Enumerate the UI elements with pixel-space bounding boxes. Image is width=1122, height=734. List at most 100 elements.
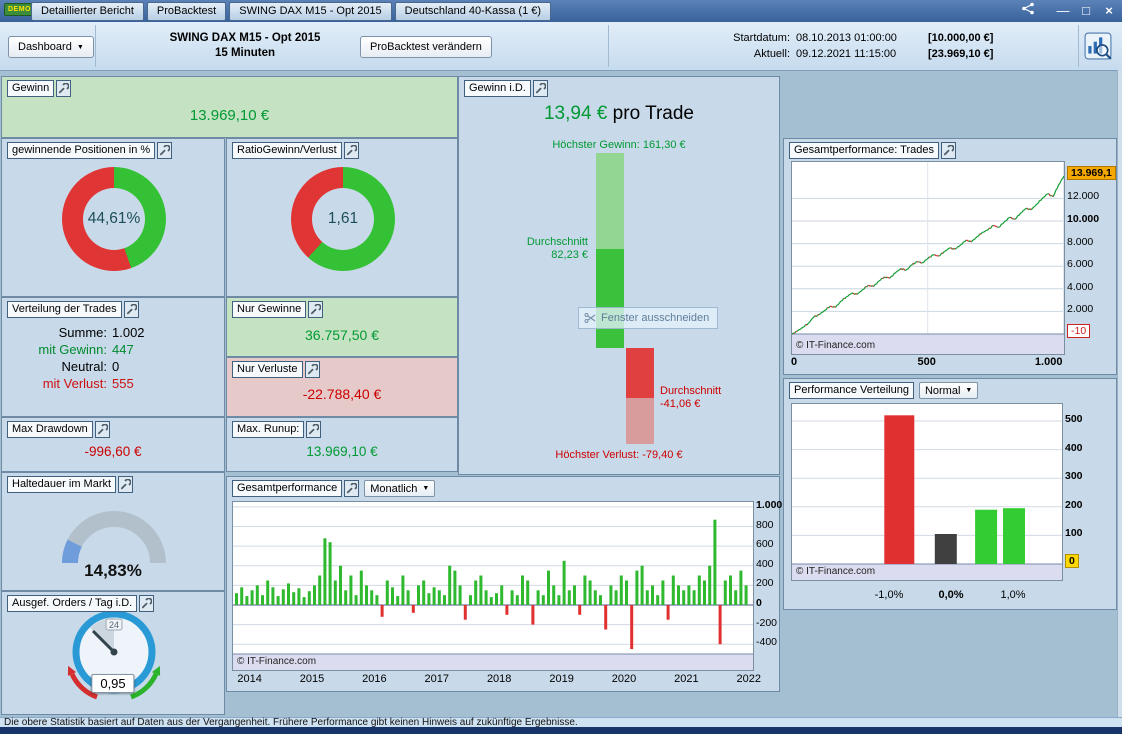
y-axis-label: 400 [1065, 441, 1083, 454]
minimize-button[interactable]: — [1056, 3, 1070, 18]
panel-nur-verluste: Nur Verluste -22.788,40 € [226, 357, 458, 417]
trade-stat-label: mit Verlust: [42, 376, 107, 391]
gewinn-per-trade-suffix: pro Trade [607, 103, 694, 124]
winning-positions-value: 44,61% [83, 188, 145, 250]
panel-gewinn: Gewinn 13.969,10 € [1, 76, 458, 138]
wrench-icon[interactable] [532, 80, 548, 97]
year-label: 2021 [674, 673, 699, 685]
y-axis-label: 400 [756, 557, 774, 570]
strategy-timeframe: 15 Minuten [214, 47, 276, 59]
wrench-icon[interactable] [343, 142, 359, 159]
trade-stat-value: 555 [112, 376, 134, 391]
ratio-donut: 1,61 [291, 167, 395, 271]
avg-gain-value: 82,23 € [551, 248, 588, 261]
share-icon[interactable] [1021, 1, 1035, 21]
trade-stat-value: 447 [112, 342, 134, 357]
current-date-value: 09.12.2021 11:15:00 [796, 48, 897, 60]
trade-stat-value: 0 [112, 359, 120, 374]
haltedauer-gauge [61, 511, 166, 564]
chevron-down-icon: ▼ [965, 386, 973, 394]
max-drawdown-value: -996,60 € [84, 444, 142, 459]
period-dropdown[interactable]: Monatlich ▼ [364, 480, 436, 497]
gewinn-per-trade-headline: 13,94 € pro Trade [459, 103, 779, 125]
current-amount: [23.969,10 €] [928, 48, 994, 60]
distribution-dropdown[interactable]: Normal ▼ [918, 382, 979, 399]
y-axis-label: 4.000 [1067, 280, 1094, 293]
year-label: 2020 [611, 673, 637, 685]
start-date-label: Startdatum: [733, 32, 790, 44]
waterfall-chart: Durchschnitt 82,23 € Durchschnitt -41,06 € [459, 153, 779, 453]
panel-title: Performance Verteilung [789, 382, 914, 399]
x-axis-label: 500 [917, 356, 936, 368]
y-axis-label: 2.000 [1067, 303, 1094, 316]
winning-positions-donut: 44,61% [62, 167, 166, 271]
account-info: Startdatum: 08.10.2013 01:00:00 [10.000,… [714, 31, 993, 61]
zero-value-label: -10 [1067, 324, 1091, 338]
max-runup-value: 13.969,10 € [306, 444, 378, 459]
monthly-performance-chart: © IT-Finance.com [232, 501, 754, 671]
y-axis-label: 100 [1065, 527, 1083, 540]
max-gain-label: Höchster Gewinn: 161,30 € [552, 139, 686, 151]
toolbar: Dashboard ▼ SWING DAX M15 - Opt 2015 15 M… [0, 22, 1122, 71]
window-controls: — □ × [1021, 0, 1116, 22]
panel-title: gewinnende Positionen in % [7, 142, 156, 159]
wrench-icon[interactable] [306, 421, 322, 438]
trade-stat-row: Neutral: 0 [2, 358, 224, 375]
panel-verteilung-der-trades: Verteilung der Trades Summe: 1.002 mit Gew… [1, 297, 225, 417]
tab-detaillierter-bericht[interactable]: Detaillierter Bericht [31, 2, 144, 21]
wrench-icon[interactable] [118, 476, 134, 493]
dashboard-dropdown-label: Dashboard [18, 40, 72, 53]
wrench-icon[interactable] [56, 80, 72, 97]
wrench-icon[interactable] [941, 142, 957, 159]
wrench-icon[interactable] [123, 301, 139, 318]
haltedauer-value: 14,83% [84, 561, 142, 580]
wrench-icon[interactable] [304, 361, 320, 378]
wrench-icon[interactable] [308, 301, 324, 318]
y-axis-label: 0 [756, 597, 762, 609]
probacktest-edit-button[interactable]: ProBacktest verändern [360, 36, 492, 58]
waterfall-loss-lower [626, 397, 654, 445]
tab-probacktest[interactable]: ProBacktest [146, 2, 227, 21]
panel-max-drawdown: Max Drawdown -996,60 € [1, 417, 225, 472]
maximize-button[interactable]: □ [1082, 3, 1090, 18]
window-tabs: Detaillierter Bericht ProBacktest SWING … [31, 2, 552, 21]
chevron-down-icon: ▼ [76, 43, 84, 51]
avg-loss-caption: Durchschnitt [660, 384, 722, 397]
wrench-icon[interactable] [344, 480, 360, 497]
trade-distribution-stats: Summe: 1.002 mit Gewinn: 447 Neutral: 0 mit Ve… [2, 324, 224, 392]
clock-24-label: 24 [109, 620, 119, 630]
panel-title: Gewinn i.D. [464, 80, 531, 97]
trade-stat-value: 1.002 [112, 325, 145, 340]
nur-gewinne-value: 36.757,50 € [305, 327, 379, 343]
tab-swing-dax-m15[interactable]: SWING DAX M15 - Opt 2015 [229, 2, 392, 21]
y-axis-label: 800 [756, 518, 774, 531]
panel-title: Gewinn [7, 80, 55, 97]
copyright-label: © IT-Finance.com [237, 656, 317, 667]
wrench-icon[interactable] [139, 595, 155, 612]
ratio-value: 1,61 [312, 188, 374, 250]
wrench-icon[interactable] [157, 142, 173, 159]
gewinn-value: 13.969,10 € [189, 107, 270, 124]
y-axis-label: 300 [1065, 470, 1083, 483]
strategy-title: SWING DAX M15 - Opt 2015 [169, 32, 321, 44]
year-label: 2022 [736, 673, 762, 685]
close-button[interactable]: × [1105, 3, 1113, 18]
wrench-icon[interactable] [94, 421, 110, 438]
y-axis-label: 600 [756, 538, 774, 551]
start-date-value: 08.10.2013 01:00:00 [796, 32, 897, 44]
strategy-title-block: SWING DAX M15 - Opt 2015 15 Minuten [130, 31, 360, 61]
panel-gewinn-id: Gewinn i.D. 13,94 € pro Trade Höchster G… [458, 76, 780, 475]
report-chart-icon[interactable] [1084, 32, 1112, 60]
dashboard-dropdown[interactable]: Dashboard ▼ [8, 36, 94, 58]
waterfall-loss-avg [626, 348, 654, 398]
scrollbar[interactable] [1117, 70, 1122, 717]
y-axis-label: 1.000 [756, 498, 783, 511]
orders-per-day-value: 0,95 [91, 674, 135, 693]
panel-orders-per-day: Ausgef. Orders / Tag i.D. 24 0,95 [1, 591, 225, 715]
window-bottom-edge [0, 727, 1122, 734]
tab-deutschland-40-kassa[interactable]: Deutschland 40-Kassa (1 €) [394, 2, 552, 21]
x-axis-label: 0,0% [938, 589, 964, 601]
panel-title: Gesamtperformance: Trades [789, 142, 940, 159]
trade-stat-label: Neutral: [61, 359, 107, 374]
